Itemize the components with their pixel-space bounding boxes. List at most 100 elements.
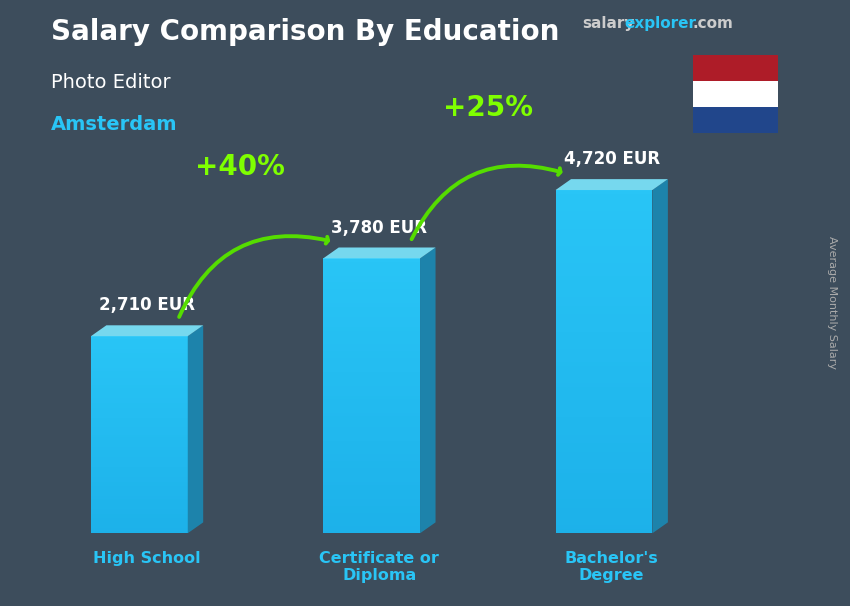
Bar	[91, 403, 188, 405]
Bar	[91, 364, 188, 366]
Bar	[556, 439, 653, 443]
Bar	[556, 233, 653, 237]
Bar	[91, 471, 188, 474]
Bar	[91, 454, 188, 457]
Bar	[556, 490, 653, 494]
Bar	[556, 298, 653, 302]
Bar	[323, 403, 420, 406]
Text: +40%: +40%	[195, 153, 285, 182]
Bar	[556, 315, 653, 319]
Bar	[91, 415, 188, 418]
Bar	[91, 339, 188, 341]
Bar	[323, 320, 420, 324]
Bar	[556, 451, 653, 456]
Bar	[91, 361, 188, 364]
Bar	[91, 346, 188, 348]
Bar	[556, 499, 653, 503]
Bar	[91, 341, 188, 344]
Text: salary: salary	[582, 16, 635, 31]
Bar	[323, 454, 420, 458]
Bar	[91, 464, 188, 467]
Bar	[556, 362, 653, 366]
Bar	[91, 516, 188, 519]
Bar	[323, 296, 420, 299]
Bar	[556, 387, 653, 391]
Polygon shape	[188, 325, 203, 533]
Bar	[556, 461, 653, 465]
Bar	[323, 289, 420, 293]
Bar	[556, 456, 653, 461]
Bar	[556, 271, 653, 276]
Bar	[556, 375, 653, 379]
Bar	[91, 489, 188, 491]
Bar	[556, 494, 653, 499]
Bar	[323, 506, 420, 509]
Bar	[323, 303, 420, 307]
Bar	[556, 529, 653, 533]
Bar	[556, 435, 653, 439]
Bar	[323, 282, 420, 286]
Bar	[323, 461, 420, 465]
Bar	[556, 503, 653, 508]
Bar	[91, 494, 188, 496]
Bar	[323, 482, 420, 485]
Bar	[556, 199, 653, 203]
Bar	[91, 524, 188, 526]
Bar	[556, 447, 653, 451]
Bar	[556, 336, 653, 340]
Text: explorer: explorer	[625, 16, 697, 31]
Bar	[556, 276, 653, 280]
Bar	[323, 375, 420, 379]
Bar	[91, 413, 188, 415]
Bar	[91, 442, 188, 445]
Bar	[556, 319, 653, 323]
Bar	[556, 482, 653, 486]
Text: Photo Editor: Photo Editor	[51, 73, 171, 92]
Bar	[91, 521, 188, 524]
Bar	[323, 413, 420, 416]
Text: Salary Comparison By Education: Salary Comparison By Education	[51, 18, 559, 46]
Bar	[556, 211, 653, 216]
Bar	[323, 382, 420, 385]
Bar	[556, 284, 653, 288]
Bar	[91, 445, 188, 447]
Bar	[323, 416, 420, 420]
Bar	[556, 401, 653, 405]
Bar	[323, 471, 420, 475]
Bar	[91, 353, 188, 356]
Bar	[556, 422, 653, 426]
Bar	[556, 353, 653, 358]
Bar	[323, 334, 420, 338]
Bar	[91, 383, 188, 385]
Bar	[556, 224, 653, 228]
Bar	[323, 299, 420, 303]
Bar	[556, 469, 653, 473]
Bar	[91, 418, 188, 420]
Bar	[323, 361, 420, 365]
Bar	[323, 424, 420, 427]
Bar	[91, 427, 188, 430]
Bar	[91, 459, 188, 462]
Text: High School: High School	[94, 551, 201, 566]
Bar	[323, 379, 420, 382]
Bar	[323, 458, 420, 461]
Bar	[323, 406, 420, 410]
Bar	[323, 516, 420, 519]
Bar	[556, 370, 653, 375]
Bar	[556, 242, 653, 246]
Bar	[323, 372, 420, 375]
Bar	[323, 496, 420, 499]
Bar	[91, 388, 188, 390]
Bar	[91, 336, 188, 339]
Bar	[323, 499, 420, 502]
Bar	[91, 482, 188, 484]
Bar	[323, 276, 420, 279]
Bar	[556, 443, 653, 447]
Bar	[91, 457, 188, 459]
Bar	[556, 418, 653, 422]
Bar	[556, 263, 653, 267]
Bar	[91, 373, 188, 376]
Bar	[323, 492, 420, 496]
Bar	[323, 338, 420, 341]
Bar	[91, 511, 188, 513]
